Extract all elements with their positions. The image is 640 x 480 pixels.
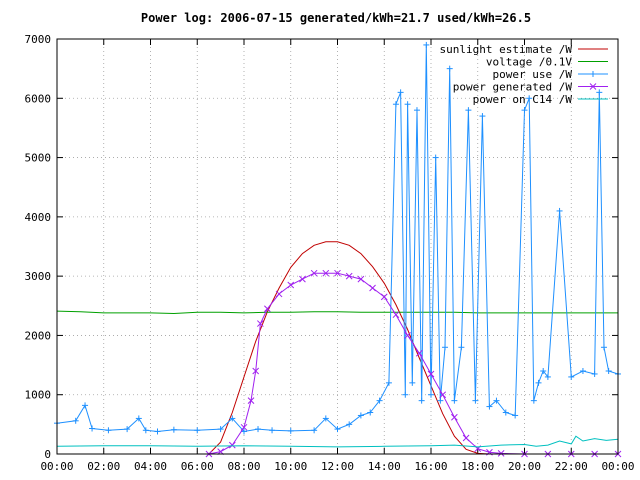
y-tick-label: 6000 xyxy=(25,92,52,105)
data-point xyxy=(462,434,470,442)
data-point xyxy=(380,293,388,301)
data-point xyxy=(451,413,458,421)
data-point xyxy=(228,441,236,449)
data-point xyxy=(497,450,505,457)
series-layer xyxy=(54,41,622,458)
series-line xyxy=(56,310,618,315)
series-power-on-c14-w xyxy=(56,435,619,448)
x-tick-label: 10:00 xyxy=(274,460,307,473)
y-tick-label: 2000 xyxy=(25,329,52,342)
legend-entry: power use /W xyxy=(493,68,608,81)
y-tick-label: 0 xyxy=(44,448,51,461)
plot-frame xyxy=(56,38,619,455)
data-point xyxy=(404,332,411,339)
x-tick-label: 16:00 xyxy=(414,460,447,473)
x-tick-label: 12:00 xyxy=(321,460,354,473)
data-point xyxy=(357,275,365,283)
legend-entry: power generated /W xyxy=(453,81,608,94)
y-tick-label: 3000 xyxy=(25,270,52,283)
axes: 0 1000 2000 3000 4000 5000 6000 7000 00:00 02:00 0… xyxy=(25,33,635,473)
legend-label: power use /W xyxy=(493,68,573,81)
x-tick-label: 00:00 xyxy=(40,460,73,473)
x-tick-label: 04:00 xyxy=(134,460,167,473)
y-tick-label: 4000 xyxy=(25,211,52,224)
legend-label: voltage /0.1V xyxy=(486,56,572,69)
data-point xyxy=(252,367,260,375)
data-point xyxy=(392,311,400,319)
data-point xyxy=(264,305,271,313)
data-point xyxy=(322,269,330,277)
series-line xyxy=(208,241,490,455)
legend-label: power on C14 /W xyxy=(473,93,573,106)
series-line xyxy=(56,435,619,448)
data-point xyxy=(247,397,255,404)
series-voltage-0-1v xyxy=(56,310,618,315)
x-tick-label: 22:00 xyxy=(555,460,588,473)
x-tick-label: 08:00 xyxy=(227,460,260,473)
legend-label: power generated /W xyxy=(453,81,573,94)
data-point xyxy=(415,349,423,357)
series-power-generated-w xyxy=(205,269,622,458)
y-tick-label: 5000 xyxy=(25,152,52,165)
data-point xyxy=(257,320,264,327)
legend-entry: voltage /0.1V xyxy=(486,56,608,69)
data-point xyxy=(240,423,248,431)
x-tick-label: 06:00 xyxy=(181,460,214,473)
legend-marker xyxy=(589,83,597,90)
series-sunlight-estimate-w xyxy=(208,241,490,455)
x-tick-label: 20:00 xyxy=(508,460,541,473)
data-point xyxy=(427,370,435,378)
series-power-use-w xyxy=(54,41,621,435)
data-point xyxy=(345,272,353,280)
data-point xyxy=(369,284,376,292)
x-tick-label: 14:00 xyxy=(368,460,401,473)
x-tick-label: 00:00 xyxy=(601,460,634,473)
y-tick-label: 7000 xyxy=(25,33,52,46)
x-tick-label: 18:00 xyxy=(461,460,494,473)
chart-title: Power log: 2006-07-15 generated/kWh=21.7… xyxy=(141,11,531,25)
data-point xyxy=(439,391,447,399)
x-tick-label: 02:00 xyxy=(87,460,120,473)
legend-entry: sunlight estimate /W xyxy=(440,43,608,56)
data-point xyxy=(310,269,318,277)
y-tick-label: 1000 xyxy=(25,389,52,402)
data-point xyxy=(287,281,295,289)
legend-label: sunlight estimate /W xyxy=(440,43,573,56)
data-point xyxy=(334,269,341,277)
data-point xyxy=(275,290,283,298)
data-point xyxy=(299,275,306,283)
legend-entry: power on C14 /W xyxy=(473,93,608,106)
grid xyxy=(57,39,618,454)
